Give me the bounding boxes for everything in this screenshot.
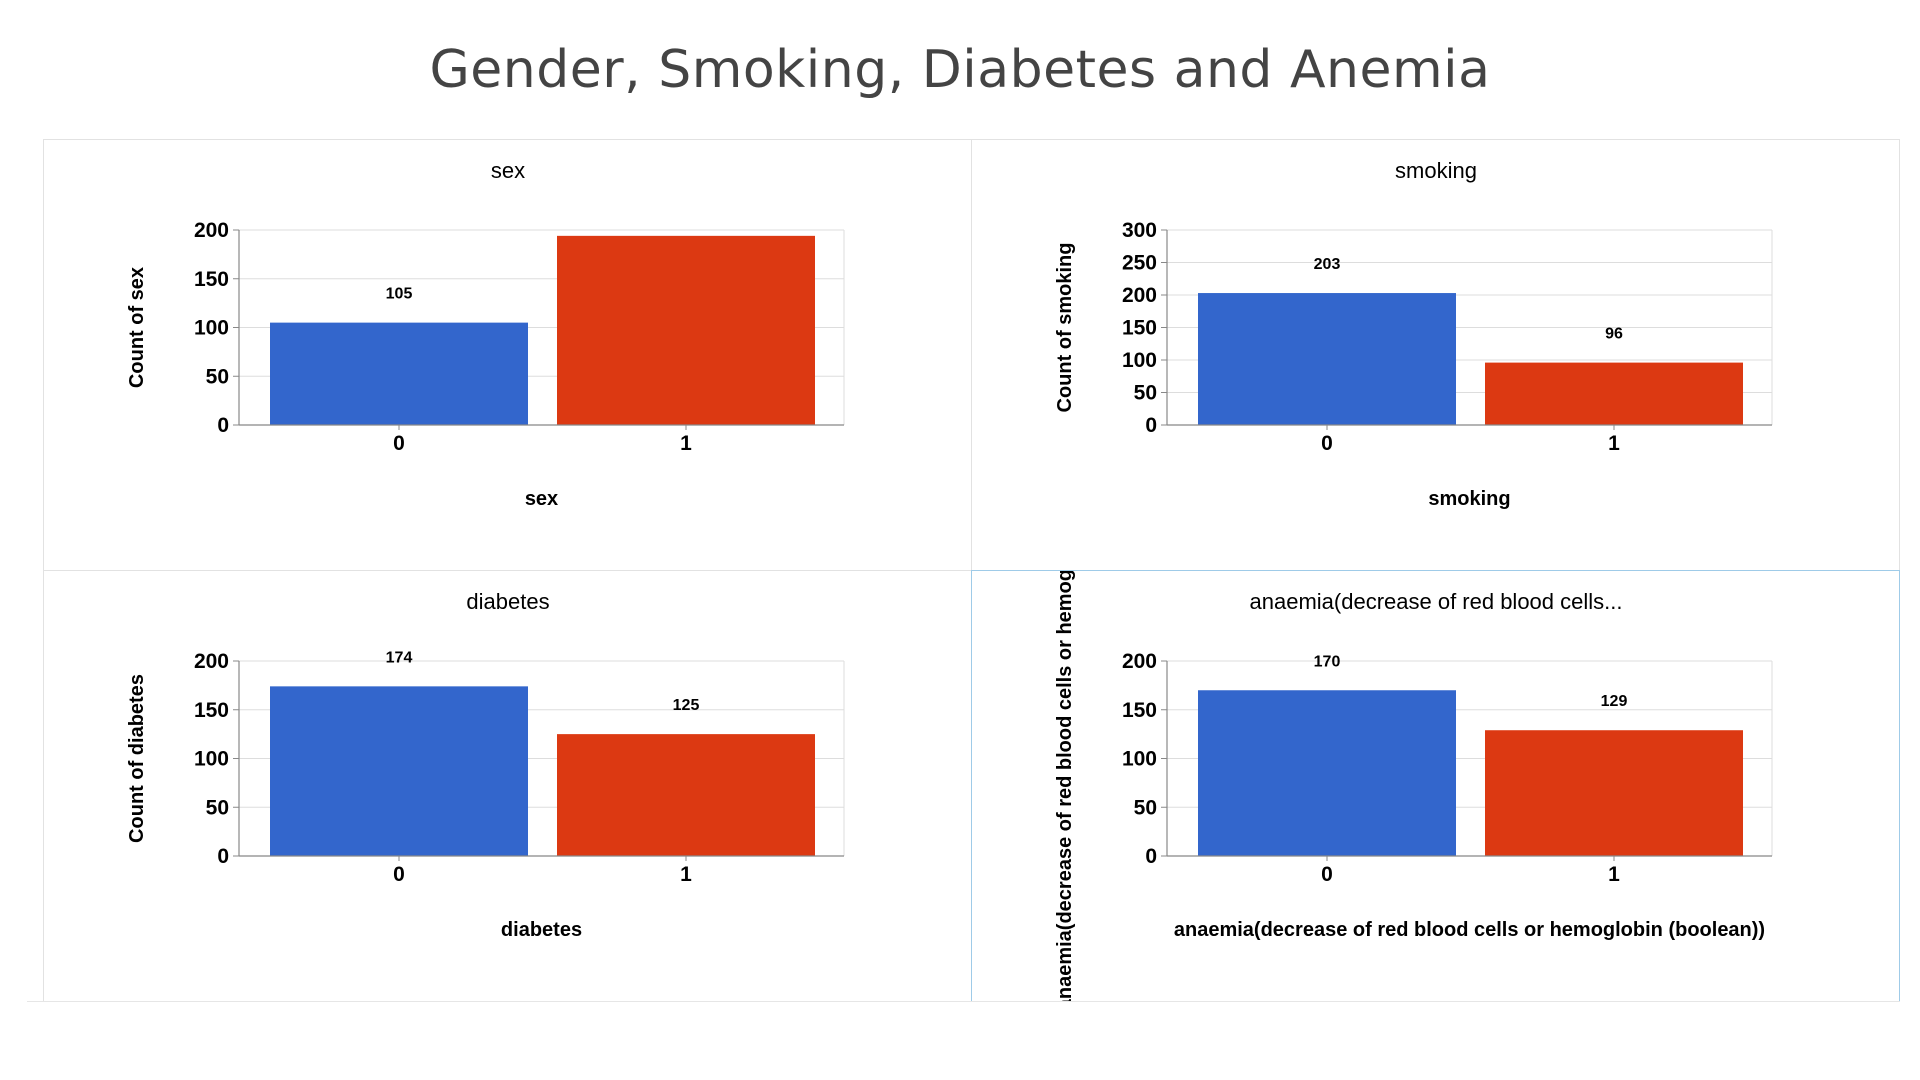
y-tick-label: 200 <box>194 219 229 242</box>
data-label: 105 <box>386 286 413 303</box>
x-axis-title: sex <box>525 488 558 510</box>
bottom-divider <box>27 1001 1900 1002</box>
chart-svg-anaemia: anaemia(decrease of red blood cells... 0 5… <box>1054 571 1773 1002</box>
y-tick-label: 50 <box>206 365 229 388</box>
data-label: 96 <box>1605 326 1623 343</box>
x-tick-label: 0 <box>1321 863 1333 886</box>
y-tick-label: 0 <box>1145 845 1157 868</box>
y-tick-label: 0 <box>217 845 229 868</box>
x-axis-title: diabetes <box>501 919 582 941</box>
y-tick-label: 50 <box>206 796 229 819</box>
x-tick-label: 0 <box>393 863 405 886</box>
x-tick-label: 0 <box>393 432 405 455</box>
y-tick-label: 150 <box>194 699 229 722</box>
bar-1[interactable] <box>557 734 815 856</box>
data-label: 170 <box>1314 653 1341 670</box>
chart-panel-anaemia[interactable]: anaemia(decrease of red blood cells... 0 5… <box>971 570 1900 1002</box>
x-tick-label: 1 <box>680 432 692 455</box>
chart-title: smoking <box>1395 158 1477 183</box>
x-axis-title: anaemia(decrease of red blood cells or h… <box>1174 919 1765 941</box>
y-tick-label: 50 <box>1134 382 1157 405</box>
chart-svg-diabetes: diabetes 0 50 100 150 200 174 0 125 1 diabetes Coun… <box>126 589 845 941</box>
y-tick-label: 300 <box>1122 219 1157 242</box>
y-axis-title: Count of diabetes <box>126 674 148 843</box>
y-axis-title: Count of sex <box>126 267 148 388</box>
bar-0[interactable] <box>270 322 528 425</box>
y-tick-label: 250 <box>1122 252 1157 275</box>
chart-title: diabetes <box>466 589 549 614</box>
data-label: 125 <box>673 697 700 714</box>
y-tick-label: 200 <box>1122 284 1157 307</box>
y-tick-label: 0 <box>217 414 229 437</box>
y-tick-label: 200 <box>1122 650 1157 673</box>
data-label: 203 <box>1314 256 1341 273</box>
y-tick-label: 150 <box>194 268 229 291</box>
chart-panel-smoking[interactable]: smoking 0 50 100 150 200 250 300 203 0 96 1 smoking C… <box>971 139 1900 571</box>
chart-svg-smoking: smoking 0 50 100 150 200 250 300 203 0 96 1 smoking C… <box>1054 158 1773 510</box>
y-tick-label: 50 <box>1134 796 1157 819</box>
x-tick-label: 1 <box>1608 863 1620 886</box>
y-tick-label: 100 <box>194 317 229 340</box>
x-tick-label: 1 <box>1608 432 1620 455</box>
y-tick-label: 100 <box>194 748 229 771</box>
chart-panel-sex[interactable]: sex 0 50 100 150 200 105 0 1 sex Count of sex <box>43 139 972 571</box>
bar-1[interactable] <box>557 235 815 425</box>
y-tick-label: 150 <box>1122 317 1157 340</box>
chart-title: anaemia(decrease of red blood cells... <box>1250 589 1623 614</box>
y-axis-title: Count of anaemia(decrease of red blood c… <box>1054 571 1076 1002</box>
x-axis-title: smoking <box>1428 488 1510 510</box>
bar-0[interactable] <box>1198 293 1456 425</box>
chart-grid: sex 0 50 100 150 200 105 0 1 sex Count of sex smok… <box>43 139 1900 1002</box>
bar-0[interactable] <box>270 686 528 856</box>
y-tick-label: 200 <box>194 650 229 673</box>
chart-title: sex <box>491 158 525 183</box>
data-label: 129 <box>1601 693 1628 710</box>
bar-1[interactable] <box>1485 730 1743 856</box>
chart-panel-diabetes[interactable]: diabetes 0 50 100 150 200 174 0 125 1 diabetes Coun… <box>43 570 972 1002</box>
bar-0[interactable] <box>1198 690 1456 856</box>
data-label: 174 <box>386 649 413 666</box>
y-tick-label: 150 <box>1122 699 1157 722</box>
y-tick-label: 0 <box>1145 414 1157 437</box>
chart-svg-sex: sex 0 50 100 150 200 105 0 1 sex Count of sex <box>126 158 845 510</box>
x-tick-label: 1 <box>680 863 692 886</box>
page-title: Gender, Smoking, Diabetes and Anemia <box>429 40 1491 100</box>
y-axis-title: Count of smoking <box>1054 243 1076 413</box>
bar-1[interactable] <box>1485 362 1743 425</box>
y-tick-label: 100 <box>1122 349 1157 372</box>
y-tick-label: 100 <box>1122 748 1157 771</box>
x-tick-label: 0 <box>1321 432 1333 455</box>
